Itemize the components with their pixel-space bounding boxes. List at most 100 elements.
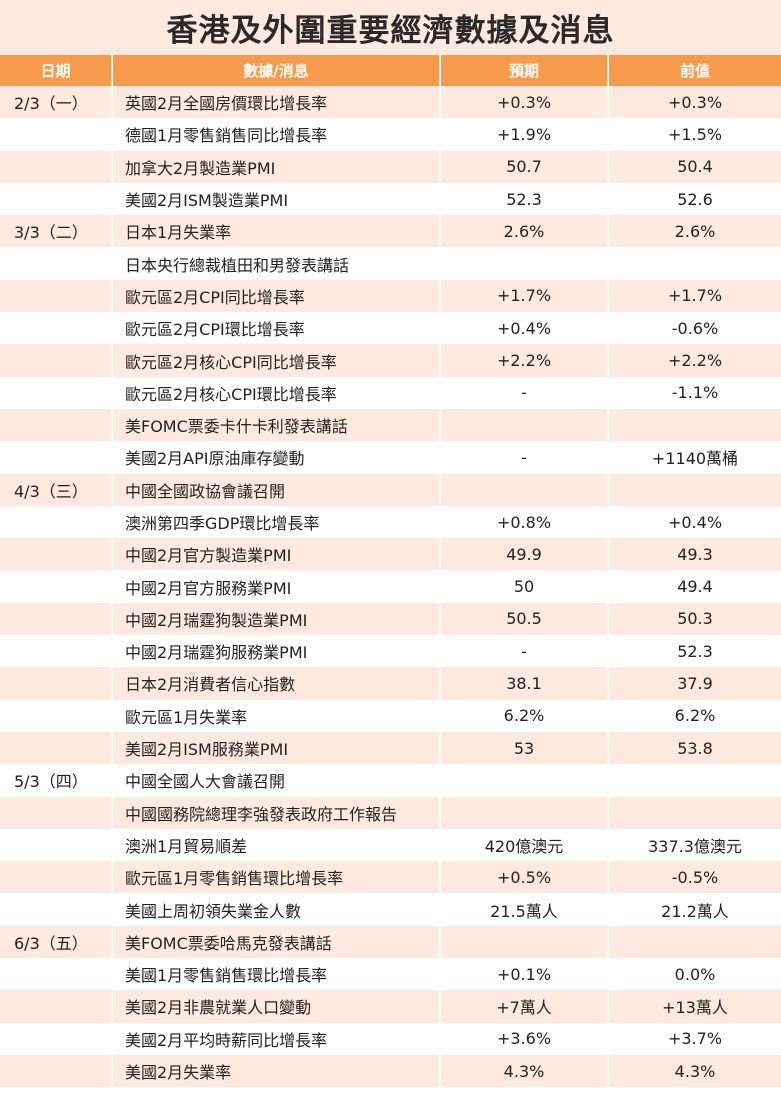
table-row: 美國2月非農就業人口變動 +7萬人 +13萬人 [0,990,781,1023]
column-header-item: 數據/消息 [113,55,441,86]
table-row: 歐元區1月失業率 6.2% 6.2% [0,699,781,732]
table-row: 加拿大2月製造業PMI 50.7 50.4 [0,150,781,183]
item-cell: 歐元區1月零售銷售環比增長率 [113,861,441,894]
date-cell [0,150,113,183]
item-cell: 歐元區1月失業率 [113,699,441,732]
table-row: 美國2月失業率 4.3% 4.3% [0,1054,781,1088]
item-cell: 英國2月全國房價環比增長率 [113,86,441,119]
forecast-cell: 4.3% [441,1054,609,1088]
table-row: 德國1月零售銷售同比增長率 +1.9% +1.5% [0,118,781,151]
table-row: 美FOMC票委卡什卡利發表講話 [0,408,781,442]
table-row: 3/3（二） 日本1月失業率 2.6% 2.6% [0,215,781,248]
table-header: 日期 數據/消息 預期 前值 [0,55,781,86]
table-row: 美國2月ISM製造業PMI 52.3 52.6 [0,182,781,216]
table-row: 歐元區2月核心CPI同比增長率 +2.2% +2.2% [0,344,781,377]
table-row: 中國2月瑞霆狗製造業PMI 50.5 50.3 [0,602,781,636]
date-cell: 4/3（三） [0,473,113,506]
previous-cell: 337.3億澳元 [609,828,781,862]
table-row: 歐元區2月核心CPI環比增長率 - -1.1% [0,376,781,409]
forecast-cell: 420億澳元 [441,828,609,862]
previous-cell: 50.3 [609,602,781,636]
table-row: 中國國務院總理李強發表政府工作報告 [0,796,781,829]
date-cell [0,344,113,377]
item-cell: 美國1月零售銷售環比增長率 [113,958,441,991]
previous-cell: +2.2% [609,344,781,377]
forecast-cell: +1.9% [441,118,609,151]
item-cell: 德國1月零售銷售同比增長率 [113,118,441,151]
forecast-cell: +3.6% [441,1022,609,1055]
table-row: 歐元區1月零售銷售環比增長率 +0.5% -0.5% [0,861,781,894]
date-cell [0,408,113,442]
previous-cell: +0.3% [609,86,781,119]
previous-cell: 49.4 [609,570,781,603]
item-cell: 中國2月官方製造業PMI [113,538,441,571]
forecast-cell: - [441,441,609,474]
item-cell: 中國國務院總理李強發表政府工作報告 [113,796,441,829]
previous-cell [609,796,781,829]
item-cell: 中國全國人大會議召開 [113,764,441,797]
date-cell [0,279,113,313]
table-body: 2/3（一） 英國2月全國房價環比增長率 +0.3% +0.3% 德國1月零售銷售同比增… [0,86,781,1088]
column-header-previous: 前值 [609,55,781,86]
date-cell [0,182,113,216]
previous-cell: +3.7% [609,1022,781,1055]
item-cell: 日本央行總裁植田和男發表講話 [113,247,441,280]
previous-cell: 50.4 [609,150,781,183]
table-row: 4/3（三） 中國全國政協會議召開 [0,473,781,506]
table-row: 2/3（一） 英國2月全國房價環比增長率 +0.3% +0.3% [0,86,781,119]
item-cell: 澳洲第四季GDP環比增長率 [113,505,441,539]
date-cell [0,1054,113,1088]
forecast-cell: 50 [441,570,609,603]
previous-cell: -0.5% [609,861,781,894]
item-cell: 中國2月官方服務業PMI [113,570,441,603]
previous-cell: 6.2% [609,699,781,732]
date-cell [0,570,113,603]
item-cell: 美國上周初領失業金人數 [113,893,441,926]
item-cell: 美國2月非農就業人口變動 [113,990,441,1023]
column-header-forecast: 預期 [441,55,609,86]
forecast-cell: 21.5萬人 [441,893,609,926]
table-row: 6/3（五） 美FOMC票委哈馬克發表講話 [0,925,781,959]
forecast-cell [441,473,609,506]
item-cell: 美國2月ISM製造業PMI [113,182,441,216]
date-cell [0,376,113,409]
date-cell [0,893,113,926]
date-cell [0,990,113,1023]
item-cell: 中國全國政協會議召開 [113,473,441,506]
date-cell [0,247,113,280]
forecast-cell: +2.2% [441,344,609,377]
previous-cell: +13萬人 [609,990,781,1023]
previous-cell: 2.6% [609,215,781,248]
table-row: 美國1月零售銷售環比增長率 +0.1% 0.0% [0,958,781,991]
forecast-cell [441,925,609,959]
previous-cell: +1140萬桶 [609,441,781,474]
table-row: 美國2月API原油庫存變動 - +1140萬桶 [0,441,781,474]
table-row: 中國2月瑞霆狗服務業PMI -52.3 [0,635,781,668]
item-cell: 加拿大2月製造業PMI [113,150,441,183]
item-cell: 美國2月ISM服務業PMI [113,731,441,765]
item-cell: 歐元區2月CPI同比增長率 [113,279,441,313]
table-row: 美國上周初領失業金人數 21.5萬人 21.2萬人 [0,893,781,926]
forecast-cell: 50.5 [441,602,609,636]
previous-cell: 52.3 [609,635,781,668]
date-cell [0,958,113,991]
forecast-cell: +1.7% [441,279,609,313]
forecast-cell: 2.6% [441,215,609,248]
date-cell [0,731,113,765]
item-cell: 美FOMC票委哈馬克發表講話 [113,925,441,959]
date-cell [0,667,113,700]
item-cell: 美國2月失業率 [113,1054,441,1088]
forecast-cell: 38.1 [441,667,609,700]
page-title: 香港及外圍重要經濟數據及消息 [166,13,615,49]
previous-cell: -1.1% [609,376,781,409]
forecast-cell: - [441,635,609,668]
date-cell [0,441,113,474]
item-cell: 美國2月API原油庫存變動 [113,441,441,474]
item-cell: 歐元區2月核心CPI環比增長率 [113,376,441,409]
date-cell [0,828,113,862]
previous-cell: -0.6% [609,312,781,345]
forecast-cell [441,764,609,797]
date-cell [0,699,113,732]
previous-cell [609,764,781,797]
table-row: 中國2月官方製造業PMI 49.9 49.3 [0,538,781,571]
